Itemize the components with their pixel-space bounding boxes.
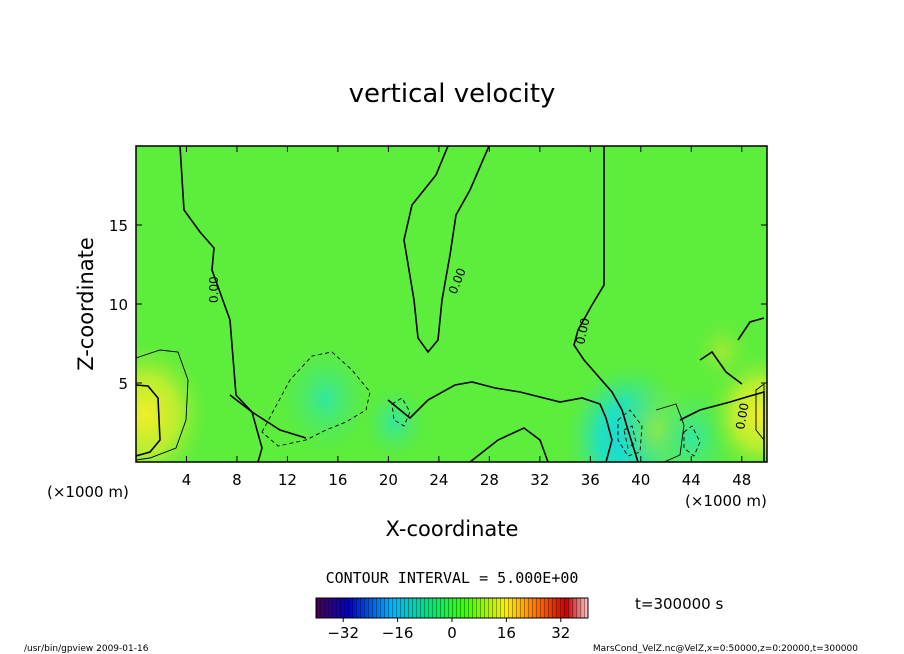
field-anomaly — [363, 386, 427, 459]
contour-label: 0.00 — [573, 317, 592, 346]
footer-left: /usr/bin/gpview 2009-01-16 — [24, 644, 149, 654]
x-tick-label: 44 — [682, 471, 701, 489]
x-tick-label: 4 — [182, 471, 192, 489]
x-axis-title: X-coordinate — [386, 517, 519, 541]
contour-label: 0.00 — [207, 276, 221, 303]
field-anomaly — [136, 339, 210, 462]
x-tick-label: 12 — [278, 471, 297, 489]
x-tick-label: 8 — [232, 471, 242, 489]
x-tick-label: 32 — [530, 471, 549, 489]
contour-label: 0.00 — [733, 402, 751, 431]
x-tick-label: 28 — [480, 471, 499, 489]
zero-contour-labels: 0.00 0.00 0.00 0.00 — [207, 266, 752, 430]
x-unit-label-right: (×1000 m) — [685, 492, 767, 510]
x-tick-label: 36 — [581, 471, 600, 489]
x-axis: 4 8 12 16 20 24 28 32 36 40 44 48 — [182, 146, 751, 489]
colorbar-tick-label: 16 — [497, 624, 516, 642]
colorbar-tick-label: −16 — [382, 624, 414, 642]
colorbar-tick-label: 0 — [447, 624, 457, 642]
negative-contours — [261, 351, 701, 457]
x-tick-label: 40 — [631, 471, 650, 489]
y-tick-label: 15 — [109, 217, 128, 235]
contour-interval: CONTOUR INTERVAL = 5.000E+00 — [326, 569, 579, 587]
x-tick-label: 20 — [379, 471, 398, 489]
field-anomaly — [691, 314, 755, 388]
y-tick-label: 5 — [118, 375, 128, 393]
y-axis-title: Z-coordinate — [74, 237, 98, 371]
x-tick-label: 24 — [429, 471, 448, 489]
chart-title: vertical velocity — [349, 79, 556, 109]
x-tick-label: 48 — [732, 471, 751, 489]
y-tick-label: 10 — [109, 296, 128, 314]
positive-contours — [136, 349, 765, 462]
colorbar-tick-label: −32 — [327, 624, 359, 642]
time-label: t=300000 s — [635, 595, 723, 613]
colorbar: −32 −16 0 16 32 — [315, 597, 589, 642]
x-unit-label: (×1000 m) — [47, 483, 129, 501]
field-anomaly — [280, 345, 371, 452]
colorbar-tick-label: 32 — [551, 624, 570, 642]
y-axis: 5 10 15 — [109, 217, 767, 393]
footer-right: MarsCond_VelZ.nc@VelZ,x=0:50000,z=0:2000… — [593, 644, 858, 654]
x-tick-label: 16 — [328, 471, 347, 489]
plot-area: 0.00 0.00 0.00 0.00 — [136, 146, 767, 462]
